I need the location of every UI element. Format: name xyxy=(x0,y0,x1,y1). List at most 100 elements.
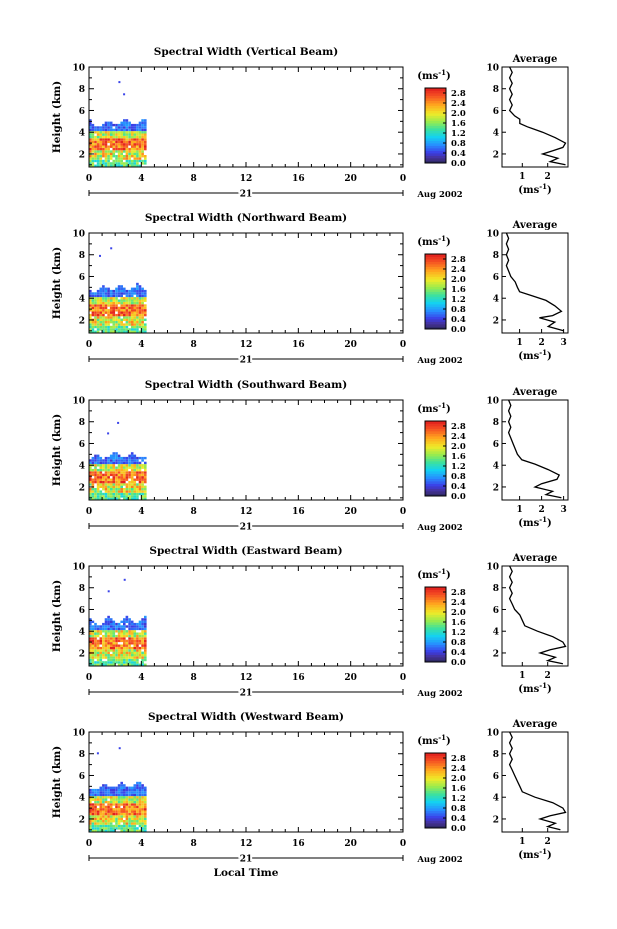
heatmap-cell xyxy=(104,311,108,314)
heatmap-cell xyxy=(138,820,142,823)
heatmap-cell xyxy=(104,464,108,467)
heatmap-cell xyxy=(112,798,116,801)
heatmap-cell xyxy=(120,625,123,628)
colorbar-frame xyxy=(424,253,447,330)
heatmap-cell xyxy=(115,490,118,493)
colorbar-segment xyxy=(425,491,446,494)
heatmap-cell xyxy=(120,829,123,832)
x-tick-label: 0 xyxy=(400,174,406,184)
heatmap-cell xyxy=(91,646,95,650)
heatmap-cell xyxy=(89,639,92,643)
heatmap-cell xyxy=(91,301,95,305)
heatmap-cell xyxy=(120,649,123,652)
heatmap-cell xyxy=(112,325,116,329)
heatmap-cell xyxy=(89,492,92,496)
heatmap-cell xyxy=(109,627,113,631)
colorbar-tick-label: 2.4 xyxy=(451,432,466,442)
heatmap-cell xyxy=(115,796,118,799)
heatmap-cell xyxy=(136,325,139,329)
heatmap-cell xyxy=(125,808,129,811)
heatmap-cell xyxy=(144,656,147,659)
heatmap-cell xyxy=(128,796,131,799)
heatmap-cell xyxy=(104,810,108,813)
heatmap-cell xyxy=(117,299,121,302)
heatmap-cell xyxy=(144,622,147,626)
heatmap-cell xyxy=(133,497,137,500)
heatmap-cell xyxy=(136,483,139,486)
heatmap-cell xyxy=(133,135,137,139)
heatmap-cell xyxy=(117,492,121,496)
heatmap-cell xyxy=(89,164,92,167)
colorbar-segment xyxy=(425,284,446,287)
heatmap-cell xyxy=(104,497,108,500)
heatmap-cell xyxy=(104,485,108,488)
colorbar-segment xyxy=(425,644,446,648)
heatmap-cell xyxy=(133,483,137,486)
heatmap-cell xyxy=(107,133,110,136)
heatmap-cell xyxy=(96,152,100,155)
heatmap-cell xyxy=(136,827,139,830)
heatmap-cell xyxy=(123,649,126,652)
unit-text: (ms xyxy=(417,736,438,747)
heatmap-cell xyxy=(125,805,129,809)
heatmap-cell xyxy=(136,815,139,818)
average-x-tick-label: 2 xyxy=(545,172,551,182)
heatmap-cell xyxy=(99,796,103,799)
heatmap-cell xyxy=(117,135,121,139)
heatmap-cell xyxy=(96,321,100,324)
heatmap-cell xyxy=(123,461,126,465)
heatmap-cell xyxy=(117,630,121,633)
heatmap-cell xyxy=(136,145,139,148)
heatmap-cell xyxy=(117,654,121,657)
colorbar-segment xyxy=(425,639,446,643)
heatmap-cell xyxy=(141,135,144,139)
heatmap-cell xyxy=(109,289,113,293)
heatmap-cell xyxy=(112,824,116,828)
heatmap-cell xyxy=(89,292,92,295)
heatmap-cell xyxy=(89,822,92,825)
heatmap-cell xyxy=(109,495,113,498)
heatmap-cell xyxy=(123,492,126,496)
y-tick-label: 10 xyxy=(72,397,85,407)
heatmap-cell xyxy=(133,155,137,158)
heatmap-cell xyxy=(138,488,142,491)
heatmap-cell xyxy=(89,625,92,628)
heatmap-cell xyxy=(136,476,139,479)
heatmap-cell xyxy=(109,321,113,324)
colorbar-segment xyxy=(425,311,446,315)
heatmap-cell xyxy=(104,145,108,148)
heatmap-cell xyxy=(133,796,137,799)
heatmap-cell xyxy=(107,786,110,789)
heatmap-cell xyxy=(141,287,144,290)
heatmap-cell xyxy=(109,622,113,626)
heatmap-cell xyxy=(94,827,97,830)
heatmap-cell xyxy=(107,615,110,619)
heatmap-cell xyxy=(130,661,134,664)
heatmap-cell xyxy=(144,140,147,144)
heatmap-cell xyxy=(112,627,116,631)
heatmap-cell xyxy=(133,313,137,317)
x-tick-label: 4 xyxy=(138,673,144,683)
heatmap-cell xyxy=(99,654,103,657)
heatmap-cell xyxy=(104,297,108,300)
heatmap-cell xyxy=(115,297,118,300)
heatmap-cell xyxy=(133,309,137,312)
heatmap-cell xyxy=(118,747,121,750)
heatmap-cell xyxy=(104,820,108,823)
heatmap-cell xyxy=(96,138,100,141)
heatmap-cell xyxy=(128,661,131,664)
heatmap-cell xyxy=(128,620,131,623)
heatmap-cell xyxy=(99,656,103,659)
heatmap-cell xyxy=(138,646,142,650)
heatmap-cell xyxy=(96,654,100,657)
colorbar-segment xyxy=(425,476,446,479)
heatmap-cell xyxy=(115,800,118,804)
colorbar-tick-label: 2.8 xyxy=(451,255,466,265)
heatmap-cell xyxy=(115,140,118,144)
heatmap-cell xyxy=(125,810,129,813)
heatmap-cell xyxy=(133,829,137,832)
heatmap-cell xyxy=(96,454,100,457)
colorbar-segment xyxy=(425,90,446,94)
heatmap-cell xyxy=(144,131,147,134)
heatmap-cell xyxy=(125,466,129,469)
